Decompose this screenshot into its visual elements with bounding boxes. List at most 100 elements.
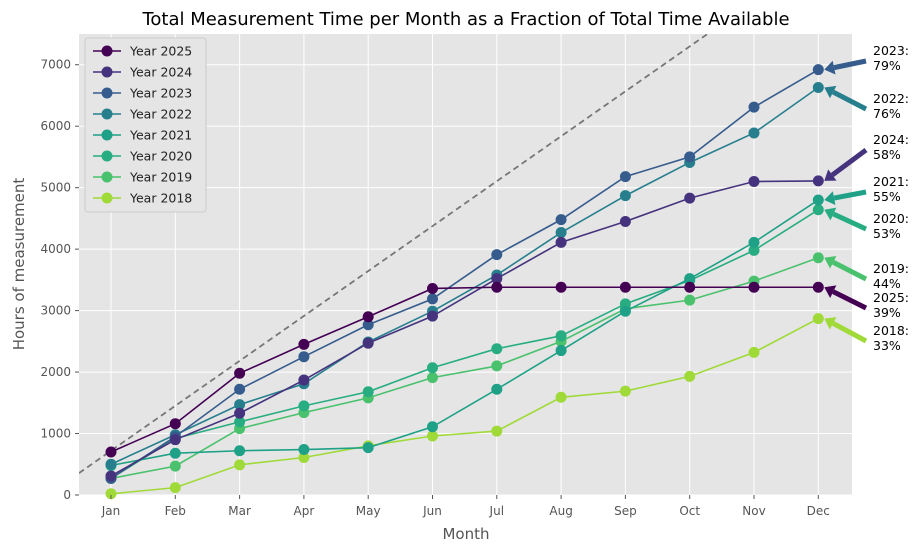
legend-item: Year 2018 <box>93 191 192 206</box>
data-point <box>748 176 760 188</box>
data-point <box>812 81 824 93</box>
y-tick-label: 5000 <box>40 181 71 195</box>
annotation-year-2018: 2018:33% <box>824 317 909 353</box>
reference-line-group <box>79 34 710 474</box>
data-point <box>234 459 246 471</box>
data-point <box>169 447 181 459</box>
annotation-label: 2020: <box>873 211 909 226</box>
annotation-arrow-head <box>824 169 837 181</box>
annotation-arrow-head <box>824 85 837 99</box>
data-point <box>619 281 631 293</box>
legend-marker <box>101 108 113 120</box>
series-line <box>110 180 819 477</box>
y-tick-label: 7000 <box>40 58 71 72</box>
x-tick-label: May <box>356 504 381 518</box>
annotation-arrow-shaft <box>832 289 868 311</box>
data-point <box>812 281 824 293</box>
annotation-arrow-shaft <box>832 89 868 112</box>
data-point <box>234 399 246 411</box>
data-point <box>748 127 760 139</box>
annotation-year-2019: 2019:44% <box>824 256 909 291</box>
x-tick-label: Oct <box>679 504 700 518</box>
legend-label: Year 2019 <box>129 170 192 185</box>
x-tick-label: Sep <box>614 504 637 518</box>
annotation-arrow-head <box>824 285 837 298</box>
x-tick-label: Aug <box>549 504 572 518</box>
data-point <box>427 310 438 322</box>
annotation-label: 79% <box>873 58 901 73</box>
y-tick-label: 4000 <box>40 242 71 256</box>
legend-marker <box>101 66 113 78</box>
legend-label: Year 2024 <box>129 65 192 80</box>
data-point <box>619 305 631 317</box>
data-point <box>105 458 117 470</box>
x-tick-label: Jun <box>422 504 442 518</box>
annotation-arrow-shaft <box>831 321 868 344</box>
data-point <box>684 273 696 285</box>
legend-label: Year 2023 <box>129 86 192 101</box>
data-point <box>619 385 631 397</box>
legend-label: Year 2018 <box>129 191 192 206</box>
legend-label: Year 2020 <box>129 149 192 164</box>
data-point <box>427 282 438 294</box>
legend-label: Year 2022 <box>129 107 192 122</box>
x-tick-label: Mar <box>228 504 251 518</box>
annotation-arrow-head <box>824 256 837 269</box>
series-line <box>110 209 819 480</box>
series-line <box>110 286 819 453</box>
data-point <box>234 383 246 395</box>
series-line <box>110 256 819 480</box>
annotation-label: 2025: <box>873 290 909 305</box>
data-point <box>748 101 760 113</box>
data-point <box>491 425 503 437</box>
annotation-label: 2019: <box>873 261 909 276</box>
chart-title: Total Measurement Time per Month as a Fr… <box>141 9 789 30</box>
annotation-year-2024: 2024:58% <box>824 132 909 181</box>
data-point <box>362 442 374 454</box>
annotation-arrow-head <box>824 60 836 75</box>
y-tick-label: 3000 <box>40 304 71 318</box>
data-point <box>169 460 181 472</box>
series-line <box>110 199 819 467</box>
legend-item: Year 2022 <box>93 107 192 122</box>
y-tick-label: 1000 <box>40 427 71 441</box>
legend-item: Year 2025 <box>93 44 192 59</box>
series-year-2025 <box>105 281 824 458</box>
x-tick-label: Dec <box>807 504 830 518</box>
annotation-year-2023: 2023:79% <box>824 43 909 75</box>
data-point <box>555 214 567 226</box>
data-point <box>298 374 310 386</box>
x-axis-label: Month <box>442 525 489 543</box>
data-point <box>491 360 503 372</box>
data-point <box>748 281 760 293</box>
data-point <box>234 367 246 379</box>
data-point <box>684 370 696 382</box>
data-point <box>555 227 567 239</box>
annotation-arrow-shaft <box>833 189 867 201</box>
data-point <box>491 343 503 355</box>
legend-marker <box>101 45 113 57</box>
annotations-group: 2025:39% 2024:58% 2023:79% 2022:76% 2021:55%… <box>824 43 909 353</box>
annotation-year-2020: 2020:53% <box>824 207 909 241</box>
annotation-year-2025: 2025:39% <box>824 285 909 320</box>
annotation-label: 55% <box>873 189 901 204</box>
data-point <box>684 192 696 204</box>
data-point <box>105 470 117 482</box>
legend-marker <box>101 171 113 183</box>
data-point <box>427 293 438 305</box>
series-group <box>105 64 824 500</box>
data-point <box>748 236 760 248</box>
data-point <box>812 252 824 264</box>
data-point <box>555 330 567 342</box>
data-point <box>169 434 181 446</box>
data-point <box>491 249 503 261</box>
annotation-label: 2021: <box>873 174 909 189</box>
data-point <box>105 446 117 458</box>
data-point <box>362 386 374 398</box>
data-point <box>684 151 696 163</box>
annotation-label: 2024: <box>873 132 909 147</box>
annotation-year-2022: 2022:76% <box>824 85 909 121</box>
annotation-year-2021: 2021:55% <box>824 174 909 205</box>
reference-dashed-line <box>79 34 710 474</box>
